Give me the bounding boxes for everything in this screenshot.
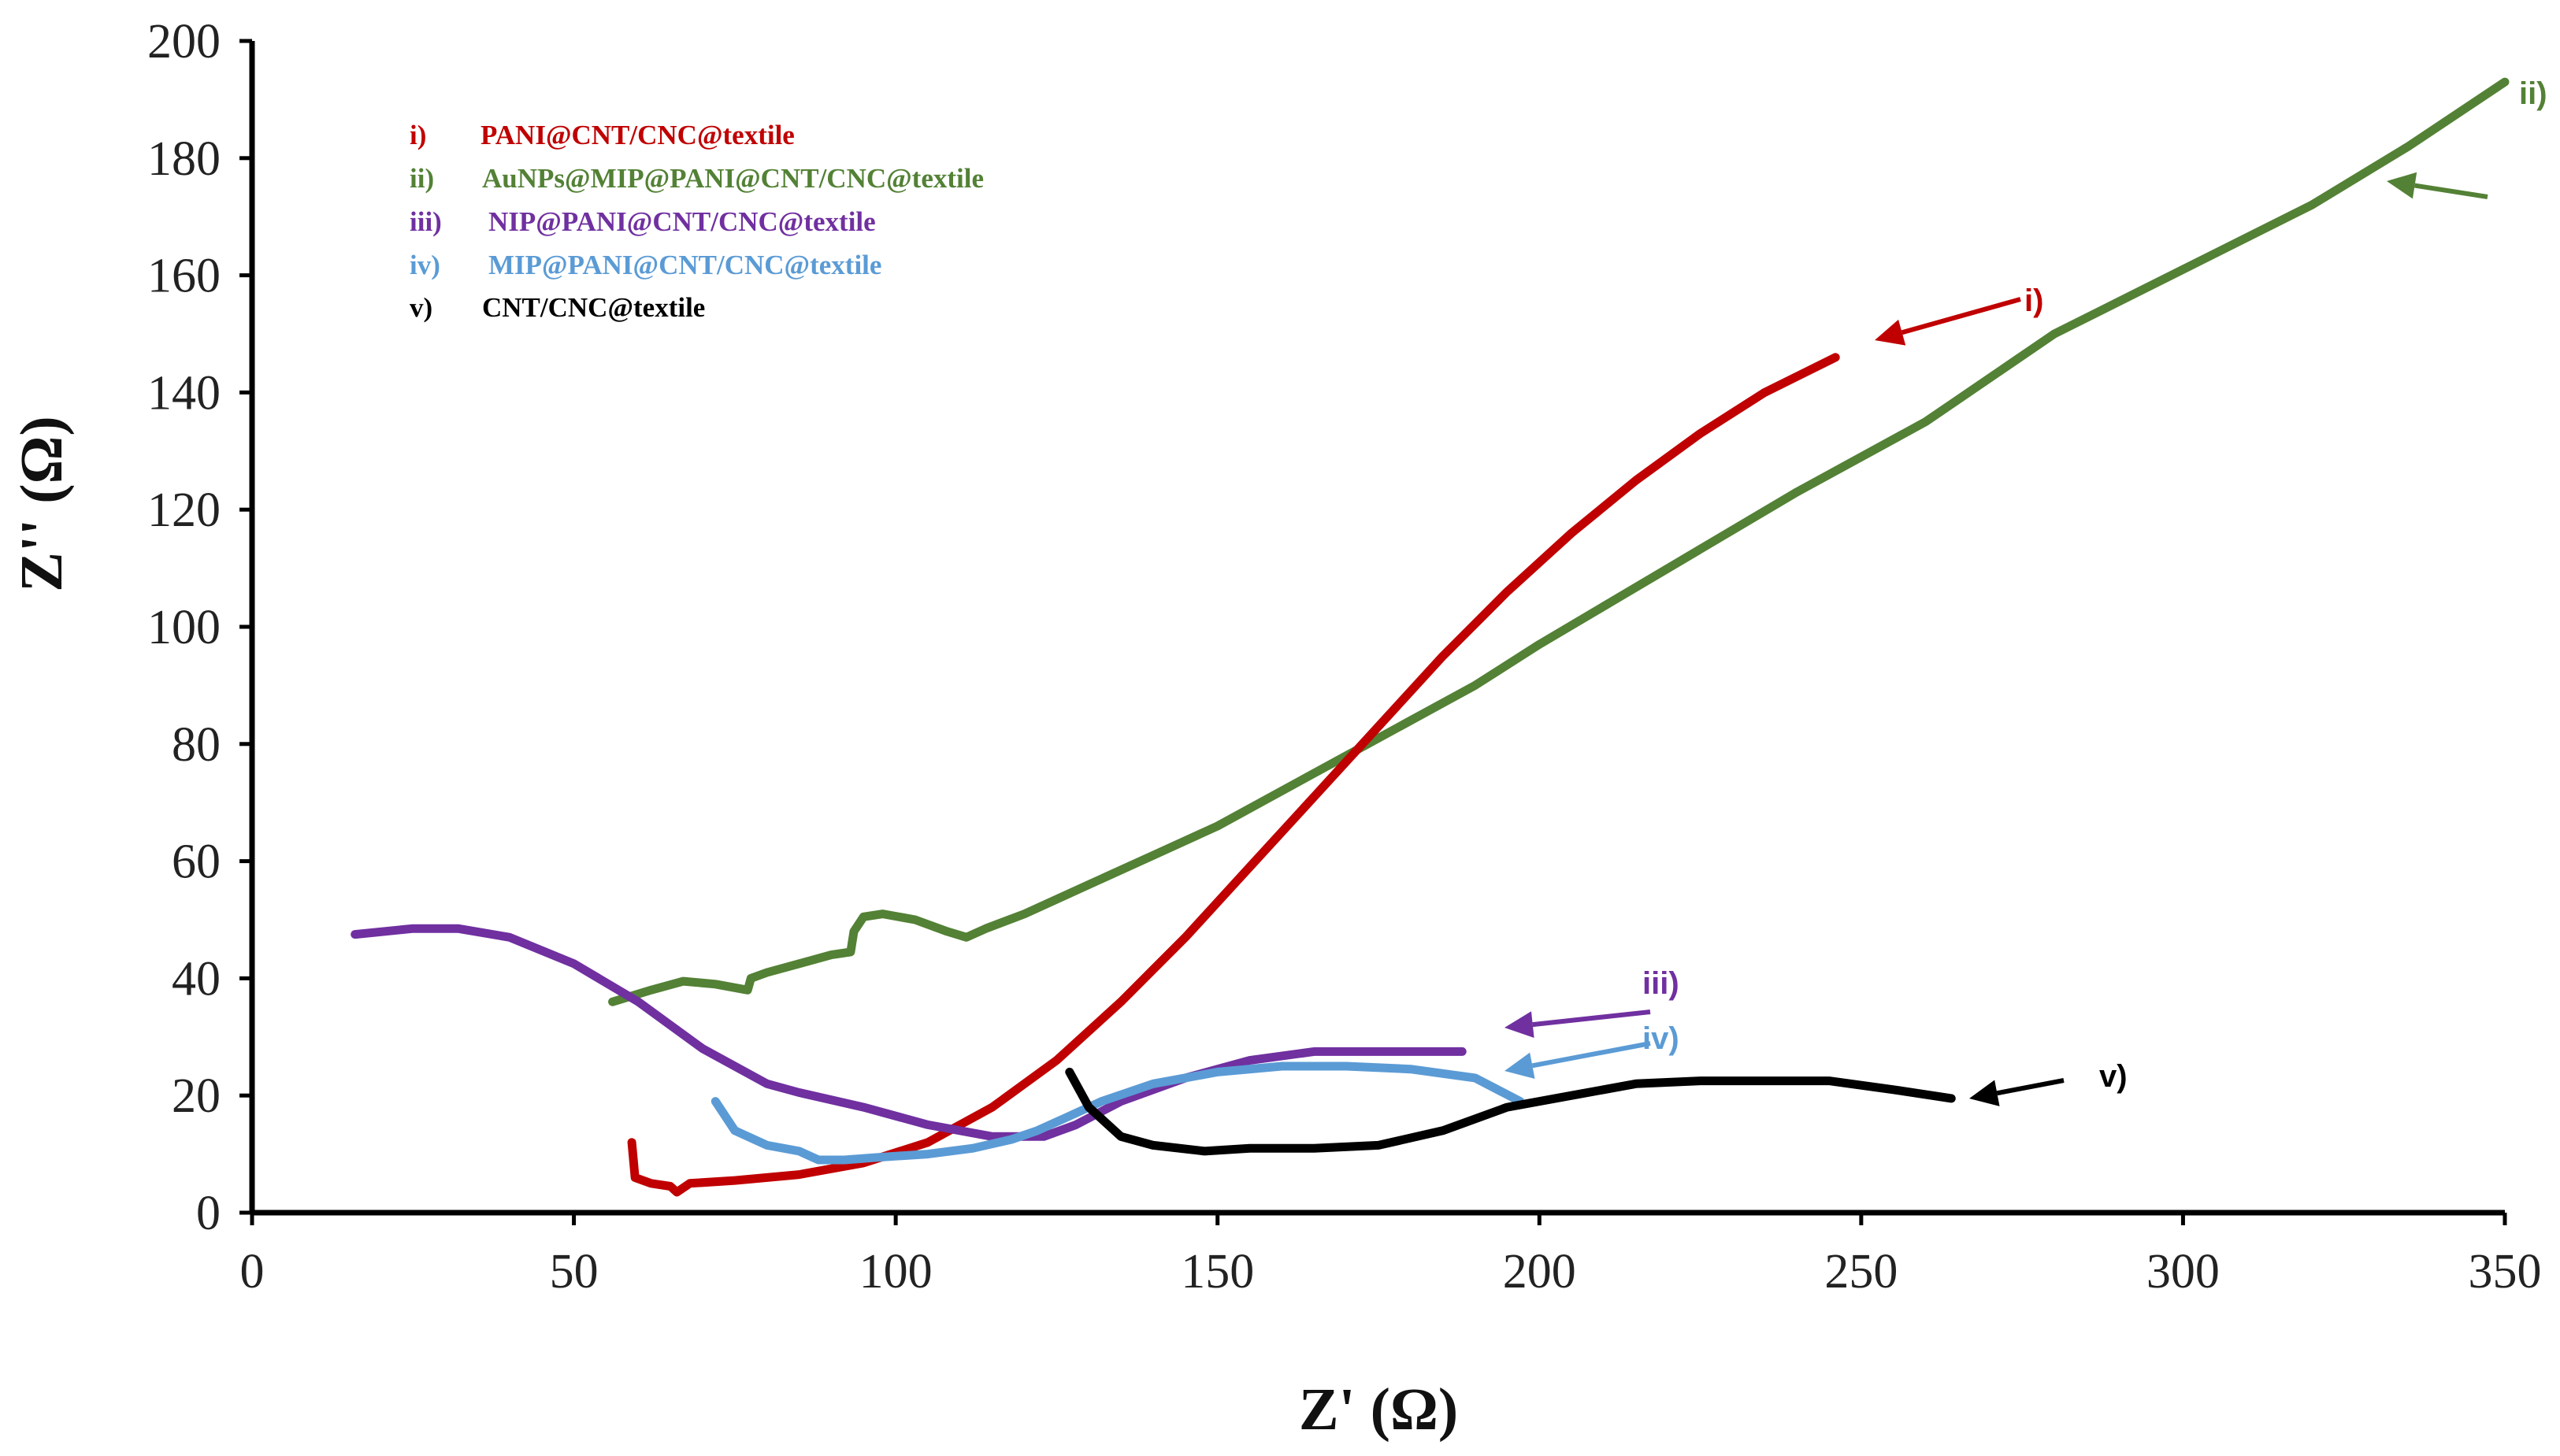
x-tick-label: 0 [240,1245,265,1299]
annotations: i) ii) iii) iv) v) [1504,76,2547,1106]
annotation-label-ii: ii) [2519,76,2547,111]
y-axis-title: Z'' (Ω) [9,416,75,591]
annotation-arrowhead-ii [2387,172,2417,199]
x-tick-label: 350 [2469,1245,2542,1299]
series [351,77,2510,1197]
y-tick-label: 100 [147,601,221,654]
y-tick-label: 40 [172,952,221,1006]
series-line-i [627,353,1840,1197]
annotation-arrow-v [1996,1078,2065,1096]
annotation-arrow-i [1901,297,2021,335]
legend-item-name: NIP@PANI@CNT/CNC@textile [488,206,876,237]
y-tick-label: 80 [172,718,221,772]
legend-item-number: iii) [410,206,442,237]
annotation-arrow-iii [1532,1010,1651,1028]
x-tick-label: 250 [1824,1245,1898,1299]
annotation-arrowhead-iii [1504,1011,1534,1039]
ticks: 0 50 100 150 200 250 300 350 0 20 40 60 80 100 120 140 1… [147,15,2542,1299]
y-tick-label: 20 [172,1069,221,1123]
annotation-arrowhead-iv [1504,1052,1535,1080]
annotation-label-iv: iv) [1642,1021,1679,1056]
y-tick-label: 120 [147,483,221,537]
legend-item-number: iv) [410,250,440,280]
series-line-iii [351,924,1467,1141]
legend: i) PANI@CNT/CNC@textile ii) AuNPs@MIP@PANI@… [410,120,984,323]
annotation-label-iii: iii) [1642,966,1679,1001]
y-tick-label: 0 [196,1187,221,1240]
series-line-iv [710,1061,1525,1165]
y-tick-label: 180 [147,132,221,186]
x-tick-label: 300 [2146,1245,2220,1299]
legend-item-name: PANI@CNT/CNC@textile [480,120,795,150]
annotation-arrowhead-i [1875,319,1906,346]
series-line-v [1065,1067,1956,1156]
legend-item-name: AuNPs@MIP@PANI@CNT/CNC@textile [482,163,984,194]
y-tick-label: 160 [147,250,221,303]
y-tick-label: 200 [147,15,221,69]
x-tick-label: 100 [859,1245,933,1299]
annotation-label-v: v) [2099,1059,2128,1094]
series-line-ii [608,77,2510,1006]
y-tick-label: 140 [147,366,221,420]
annotation-arrow-iv [1531,1041,1651,1069]
annotation-arrow-ii [2414,183,2488,199]
x-axis-title: Z' (Ω) [1299,1376,1458,1443]
legend-item-name: CNT/CNC@textile [482,292,705,323]
annotation-arrowhead-v [1969,1080,2000,1106]
x-tick-label: 200 [1503,1245,1576,1299]
legend-item-number: v) [410,292,432,323]
y-tick-label: 60 [172,835,221,889]
legend-item-number: i) [410,120,426,150]
legend-item-number: ii) [410,163,434,194]
annotation-label-i: i) [2024,283,2043,318]
x-tick-label: 50 [550,1245,599,1299]
x-tick-label: 150 [1181,1245,1254,1299]
legend-item-name: MIP@PANI@CNT/CNC@textile [488,250,881,280]
